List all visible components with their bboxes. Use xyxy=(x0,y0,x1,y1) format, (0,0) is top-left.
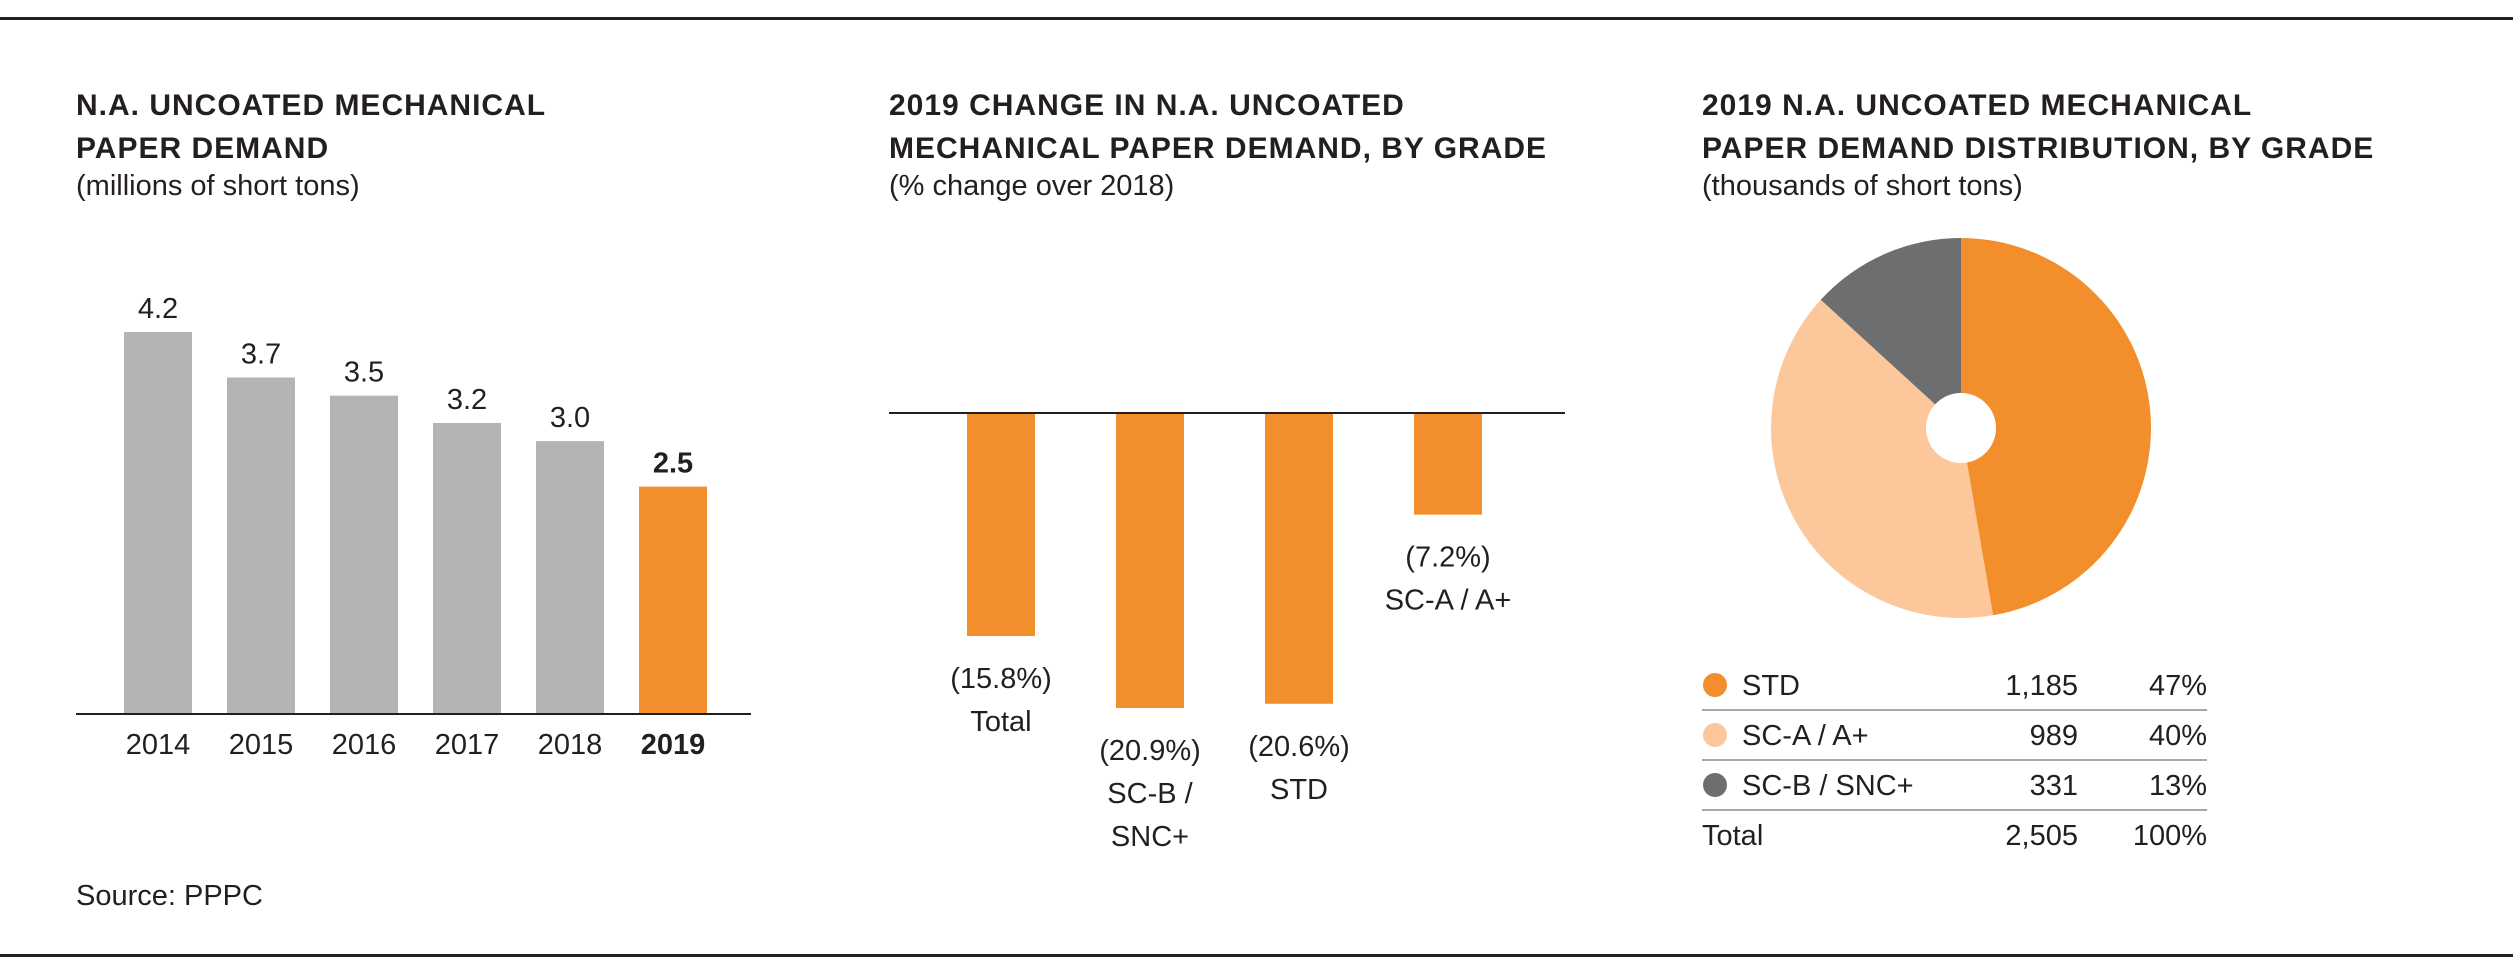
bar-2019 xyxy=(639,486,707,714)
bar-label-1-line-1: SC-B / xyxy=(1107,778,1193,810)
x-tick-2017: 2017 xyxy=(435,729,500,761)
distribution-chart-panel: 2019 N.A. UNCOATED MECHANICAL PAPER DEMA… xyxy=(1702,0,2462,978)
bar-2015 xyxy=(227,377,295,714)
annual-demand-bar-chart: 4.2 2014 3.7 2015 3.5 2016 3.2 2017 3.0 2018 2.5 20… xyxy=(76,293,751,761)
legend-percent-0: 47% xyxy=(2149,670,2207,702)
bar-label-0-line-1: Total xyxy=(970,706,1031,738)
bar-label-3-line-0: (7.2%) xyxy=(1405,542,1490,574)
legend-label-2: SC-B / SNC+ xyxy=(1742,770,1914,802)
x-tick-2015: 2015 xyxy=(229,729,294,761)
bar-STD xyxy=(1265,413,1333,704)
grade-distribution-pie-chart: STD 1,185 47% SC-A / A+ 989 40% SC-B / SNC+ 331… xyxy=(1702,238,2207,852)
bar-2018 xyxy=(536,441,604,714)
grade-change-bar-chart: (15.8%) Total (20.9%) SC-B / SNC+ (20.6%) STD (… xyxy=(889,412,1565,853)
legend-value-2: 331 xyxy=(2030,770,2078,802)
legend-total-label: Total xyxy=(1702,820,1763,852)
bar-label-2-line-0: (20.6%) xyxy=(1248,731,1350,763)
x-tick-2019: 2019 xyxy=(641,729,706,761)
legend-value-0: 1,185 xyxy=(2005,670,2078,702)
change-chart-panel: 2019 CHANGE IN N.A. UNCOATED MECHANICAL … xyxy=(889,0,1589,978)
bar-SC-A / A+ xyxy=(1414,413,1482,515)
chart3-title: 2019 N.A. UNCOATED MECHANICAL PAPER DEMA… xyxy=(1702,84,2374,170)
legend-value-1: 989 xyxy=(2030,720,2078,752)
bar-label-2-line-1: STD xyxy=(1270,774,1328,806)
value-label-2014: 4.2 xyxy=(138,293,178,325)
bar-Total xyxy=(967,413,1035,637)
pie-slice-sc-b-snc- xyxy=(1820,238,1961,428)
chart1-title: N.A. UNCOATED MECHANICAL PAPER DEMAND xyxy=(76,84,546,170)
pie-slice-sc-a-a- xyxy=(1771,299,1994,618)
legend-total-value: 2,505 xyxy=(2005,820,2078,852)
chart3-title-line2: PAPER DEMAND DISTRIBUTION, BY GRADE xyxy=(1702,132,2375,165)
value-label-2018: 3.0 xyxy=(550,402,590,434)
chart1-subtitle: (millions of short tons) xyxy=(76,170,360,202)
legend-label-0: STD xyxy=(1742,670,1800,702)
chart2-title-line2: MECHANICAL PAPER DEMAND, BY GRADE xyxy=(889,132,1548,165)
bar-label-1-line-0: (20.9%) xyxy=(1099,735,1201,767)
bottom-rule xyxy=(0,954,2513,957)
chart1-title-line1: N.A. UNCOATED MECHANICAL xyxy=(76,89,547,122)
value-label-2017: 3.2 xyxy=(447,384,487,416)
bar-2014 xyxy=(124,332,192,714)
value-label-2019: 2.5 xyxy=(653,448,693,480)
chart3-subtitle: (thousands of short tons) xyxy=(1702,170,2023,202)
chart1-title-line2: PAPER DEMAND xyxy=(76,132,330,165)
chart2-title-line1: 2019 CHANGE IN N.A. UNCOATED xyxy=(889,89,1405,122)
top-rule xyxy=(0,17,2513,20)
chart3-title-line1: 2019 N.A. UNCOATED MECHANICAL xyxy=(1702,89,2253,122)
bar-2016 xyxy=(330,395,398,714)
chart2-title: 2019 CHANGE IN N.A. UNCOATED MECHANICAL … xyxy=(889,84,1547,170)
x-tick-2018: 2018 xyxy=(538,729,603,761)
pie-center-hole xyxy=(1926,393,1996,463)
value-label-2016: 3.5 xyxy=(344,357,384,389)
bar-label-0-line-0: (15.8%) xyxy=(950,663,1052,695)
x-tick-2014: 2014 xyxy=(126,729,191,761)
bar-label-3-line-1: SC-A / A+ xyxy=(1385,585,1512,617)
bar-2017 xyxy=(433,422,501,714)
legend-label-1: SC-A / A+ xyxy=(1742,720,1869,752)
legend-percent-2: 13% xyxy=(2149,770,2207,802)
bar-SC-B / SNC+ xyxy=(1116,413,1184,708)
legend-dot-2 xyxy=(1703,773,1727,797)
source-note: Source: PPPC xyxy=(76,880,263,912)
demand-chart-panel: N.A. UNCOATED MECHANICAL PAPER DEMAND (m… xyxy=(76,0,776,978)
legend-dot-1 xyxy=(1703,723,1727,747)
value-label-2015: 3.7 xyxy=(241,338,281,370)
x-tick-2016: 2016 xyxy=(332,729,397,761)
legend-total-percent: 100% xyxy=(2133,820,2207,852)
pie-slice-std xyxy=(1961,238,2151,616)
bar-label-1-line-2: SNC+ xyxy=(1111,821,1189,853)
legend-percent-1: 40% xyxy=(2149,720,2207,752)
legend-dot-0 xyxy=(1703,673,1727,697)
chart2-subtitle: (% change over 2018) xyxy=(889,170,1175,202)
